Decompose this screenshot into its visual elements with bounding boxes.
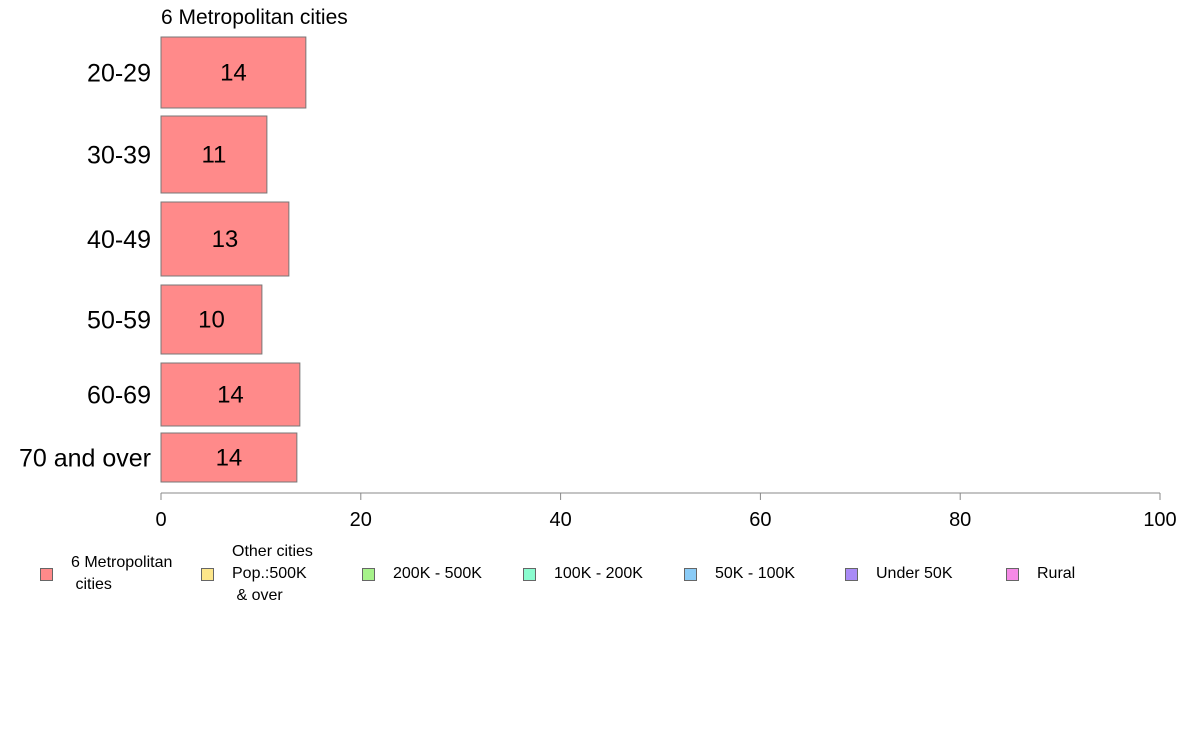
legend-item-metropolitan: 6 Metropolitan cities xyxy=(40,552,172,596)
legend-item-under-50k: Under 50K xyxy=(845,563,953,585)
legend: 6 Metropolitan cities Other cities Pop.:… xyxy=(0,540,1188,620)
legend-swatch xyxy=(1006,567,1019,581)
legend-label: Under 50K xyxy=(876,565,953,582)
data-label: 14 xyxy=(217,382,244,409)
bar xyxy=(160,115,268,194)
legend-swatch xyxy=(684,567,697,581)
legend-swatch xyxy=(40,567,53,581)
category-label: 50-59 xyxy=(87,307,151,335)
data-label: 13 xyxy=(212,226,239,253)
category-label: 40-49 xyxy=(87,226,151,254)
x-tick-label: 80 xyxy=(949,509,971,531)
legend-swatch xyxy=(523,567,536,581)
legend-item-other-cities: Other cities Pop.:500K & over xyxy=(201,541,313,607)
category-label: 60-69 xyxy=(87,382,151,410)
data-label: 14 xyxy=(220,60,247,87)
legend-swatch xyxy=(845,567,858,581)
x-axis: 0 20 40 60 80 100 xyxy=(155,492,1177,531)
legend-swatch xyxy=(201,567,214,581)
bar xyxy=(160,362,301,427)
legend-label: 100K - 200K xyxy=(554,565,643,582)
legend-item-200k-500k: 200K - 500K xyxy=(362,563,482,585)
x-tick-label: 100 xyxy=(1143,509,1176,531)
bars-group: 14 11 13 10 14 14 xyxy=(160,36,307,483)
legend-swatch xyxy=(362,567,375,581)
legend-item-50k-100k: 50K - 100K xyxy=(684,563,795,585)
legend-label: 6 Metropolitan cities xyxy=(71,554,173,593)
legend-label: Rural xyxy=(1037,565,1076,582)
data-label: 10 xyxy=(198,307,225,334)
category-label: 30-39 xyxy=(87,142,151,170)
x-tick-label: 0 xyxy=(155,509,166,531)
chart-title: 6 Metropolitan cities xyxy=(161,6,348,29)
x-tick-label: 60 xyxy=(749,509,771,531)
bar-chart: 6 Metropolitan cities 14 11 13 10 14 14 20-29… xyxy=(19,6,1177,531)
legend-label: Other cities Pop.:500K & over xyxy=(232,543,313,604)
legend-label: 50K - 100K xyxy=(715,565,796,582)
bar xyxy=(160,36,307,109)
category-labels: 20-29 30-39 40-49 50-59 60-69 70 and over xyxy=(19,60,151,473)
data-label: 14 xyxy=(216,445,243,472)
legend-item-100k-200k: 100K - 200K xyxy=(523,563,643,585)
x-tick-label: 20 xyxy=(350,509,372,531)
category-label: 70 and over xyxy=(19,445,151,473)
bar xyxy=(160,284,263,355)
bar xyxy=(160,201,290,277)
legend-item-rural: Rural xyxy=(1006,563,1075,585)
data-label: 11 xyxy=(201,142,226,169)
category-label: 20-29 xyxy=(87,60,151,88)
bar xyxy=(160,432,298,483)
legend-label: 200K - 500K xyxy=(393,565,482,582)
x-tick-label: 40 xyxy=(549,509,571,531)
